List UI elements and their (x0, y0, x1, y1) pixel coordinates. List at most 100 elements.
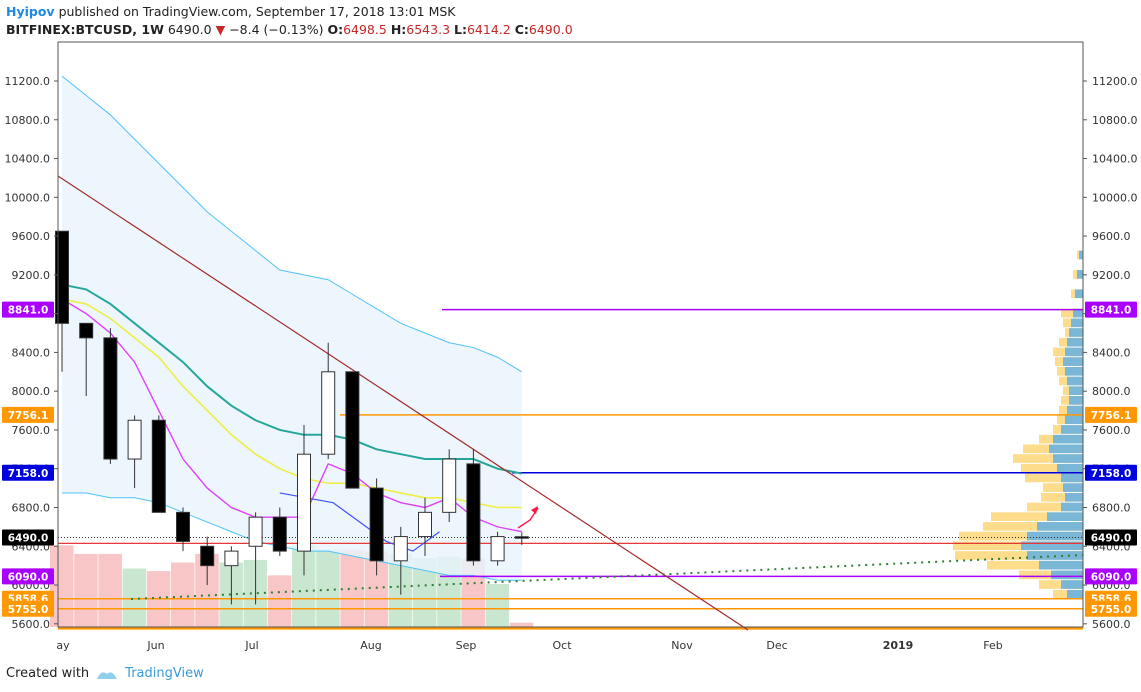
y-tick-label-right: 10400.0 (1092, 153, 1138, 166)
vp-row-orange (1013, 454, 1083, 463)
vp-row-blue (1037, 522, 1083, 531)
volume-bar (413, 558, 437, 627)
candles (55, 230, 529, 605)
vp-row-blue (1051, 570, 1083, 580)
tradingview-logo-icon (97, 671, 118, 679)
badge-right-text: 6090.0 (1091, 571, 1132, 583)
footer: Created with TradingView (6, 666, 204, 681)
y-tick-label-right: 6800.0 (1092, 501, 1131, 514)
vp-row-blue (1079, 250, 1083, 260)
envelope-lower-line (62, 492, 522, 581)
y-tick-label-right: 8000.0 (1092, 385, 1131, 398)
vp-row-blue (1063, 357, 1083, 366)
badge-right (1085, 529, 1137, 546)
badge-right-text: 7158.0 (1091, 468, 1132, 480)
candle-body (418, 511, 432, 538)
volume-bar (485, 584, 510, 627)
badge-right (1085, 406, 1137, 423)
candle-body (442, 458, 457, 513)
candle-body (321, 371, 336, 455)
vp-row-blue (1075, 289, 1083, 299)
forecast-arrow-head (531, 506, 538, 514)
badge-left (2, 568, 54, 585)
candle-body (103, 337, 118, 460)
author-link[interactable]: Hyipov (6, 4, 55, 19)
vp-row-blue (1071, 318, 1083, 328)
candle-body (514, 536, 529, 539)
high-label: H: (390, 22, 407, 37)
candle-body (79, 322, 94, 339)
vp-row-blue (1067, 337, 1083, 347)
volume-profile (953, 250, 1083, 599)
volume-bar (292, 545, 316, 627)
x-tick-label: Jul (244, 639, 258, 652)
badge-left (2, 301, 54, 318)
symbol[interactable]: BITFINEX:BTCUSD, 1W (6, 22, 164, 37)
candle-body (55, 230, 69, 324)
vp-row-blue (1027, 531, 1083, 541)
price-change: −8.4 (−0.13%) (229, 22, 324, 37)
price-badges: 8841.0 8841.0 7756.1 7756.1 7158.0 7158.0 6490… (2, 301, 1137, 617)
plot-frame (57, 41, 1084, 628)
x-tick-label: Aug (360, 639, 381, 652)
last-price: 6490.0 (167, 22, 212, 37)
badge-left-text: 7158.0 (8, 468, 49, 480)
y-tick-label-right: 9200.0 (1092, 269, 1131, 282)
down-arrow-icon: ▼ (215, 22, 226, 37)
vp-row-orange (953, 541, 1083, 551)
badge-right-text: 7756.1 (1091, 410, 1132, 422)
candle-body (151, 419, 166, 513)
y-tick-label-left: 9200.0 (12, 269, 51, 282)
volume-bar (267, 575, 292, 627)
candle-body (127, 419, 142, 460)
vp-row-blue (1065, 366, 1083, 376)
vp-row-blue (1065, 347, 1083, 357)
x-tick-label: ay (56, 639, 70, 652)
created-with-text: Created with (6, 666, 90, 681)
ascending-support-dotted (130, 554, 1084, 600)
envelope-upper-line (61, 75, 523, 373)
vp-row-blue (1047, 512, 1083, 522)
high-value: 6543.3 (406, 22, 451, 37)
badge-left (2, 600, 54, 617)
candle-body (297, 453, 311, 552)
volume-bar (340, 549, 364, 627)
vp-row-orange (1021, 463, 1083, 473)
vp-row-blue (1057, 463, 1083, 473)
candle-body (224, 550, 239, 567)
badge-left (2, 406, 54, 423)
x-tick-label: 2019 (883, 639, 914, 652)
vp-row-orange (983, 522, 1083, 531)
horizontal-levels (58, 308, 1083, 630)
open-value: 6498.5 (343, 22, 387, 37)
vp-row-orange (1027, 502, 1083, 512)
volume-bar (171, 562, 195, 627)
vp-row-orange (959, 531, 1083, 541)
low-value: 6414.2 (466, 22, 511, 37)
vp-row-blue (1049, 444, 1083, 454)
volume-bar (509, 622, 534, 627)
vp-row-orange (1041, 492, 1083, 502)
y-tick-label-left: 11200.0 (5, 75, 51, 88)
candle-body (490, 536, 505, 562)
vp-row-blue (1067, 376, 1083, 386)
volume-bar (316, 549, 340, 627)
vp-row-blue (1077, 270, 1083, 279)
close-value: 6490.0 (528, 22, 573, 37)
x-tick-label: Jun (146, 639, 164, 652)
vp-row-blue (1067, 589, 1083, 599)
vp-row-blue (1065, 492, 1083, 502)
vp-row-blue (1069, 328, 1083, 337)
vp-row-blue (1061, 580, 1083, 589)
candle-body (272, 516, 287, 552)
badge-left-text: 6490.0 (8, 533, 49, 545)
published-text: published on TradingView.com, September … (58, 4, 456, 19)
tradingview-brand-link[interactable]: TradingView (125, 666, 204, 681)
badge-left-text: 7756.1 (8, 410, 49, 422)
badge-left-text: 5755.0 (8, 604, 49, 616)
y-tick-label-left: 10800.0 (5, 114, 51, 127)
candle-body (248, 516, 263, 547)
badge-left (2, 529, 54, 546)
envelope-band (61, 75, 523, 581)
